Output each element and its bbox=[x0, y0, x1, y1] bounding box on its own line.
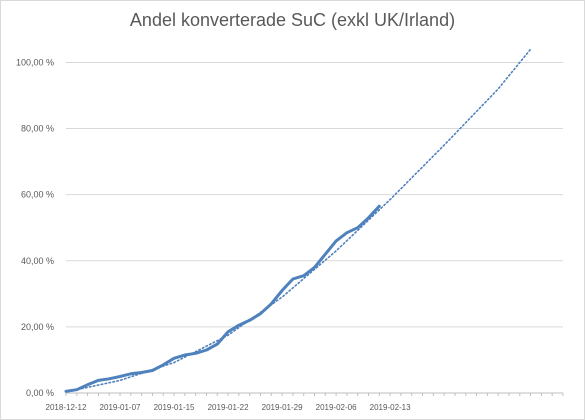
x-tick-label: 2018-12-12 bbox=[46, 403, 87, 412]
chart-title: Andel konverterade SuC (exkl UK/Irland) bbox=[129, 10, 456, 30]
x-tick-label: 2019-02-13 bbox=[370, 403, 411, 412]
trendline-series bbox=[65, 48, 532, 393]
y-tick-label: 20,00 % bbox=[21, 322, 54, 332]
y-tick-label: 80,00 % bbox=[21, 124, 54, 134]
y-tick-label: 60,00 % bbox=[21, 190, 54, 200]
y-tick-label: 100,00 % bbox=[16, 57, 54, 67]
y-tick-label: 40,00 % bbox=[21, 256, 54, 266]
x-tick-label: 2019-01-22 bbox=[208, 403, 249, 412]
y-tick-label: 0,00 % bbox=[26, 388, 54, 398]
x-tick-label: 2019-01-15 bbox=[154, 403, 195, 412]
x-tick-label: 2019-02-06 bbox=[316, 403, 357, 412]
x-tick-label: 2019-01-07 bbox=[100, 403, 141, 412]
conversion-series-line bbox=[64, 204, 381, 393]
x-tick-label: 2019-01-29 bbox=[262, 403, 303, 412]
